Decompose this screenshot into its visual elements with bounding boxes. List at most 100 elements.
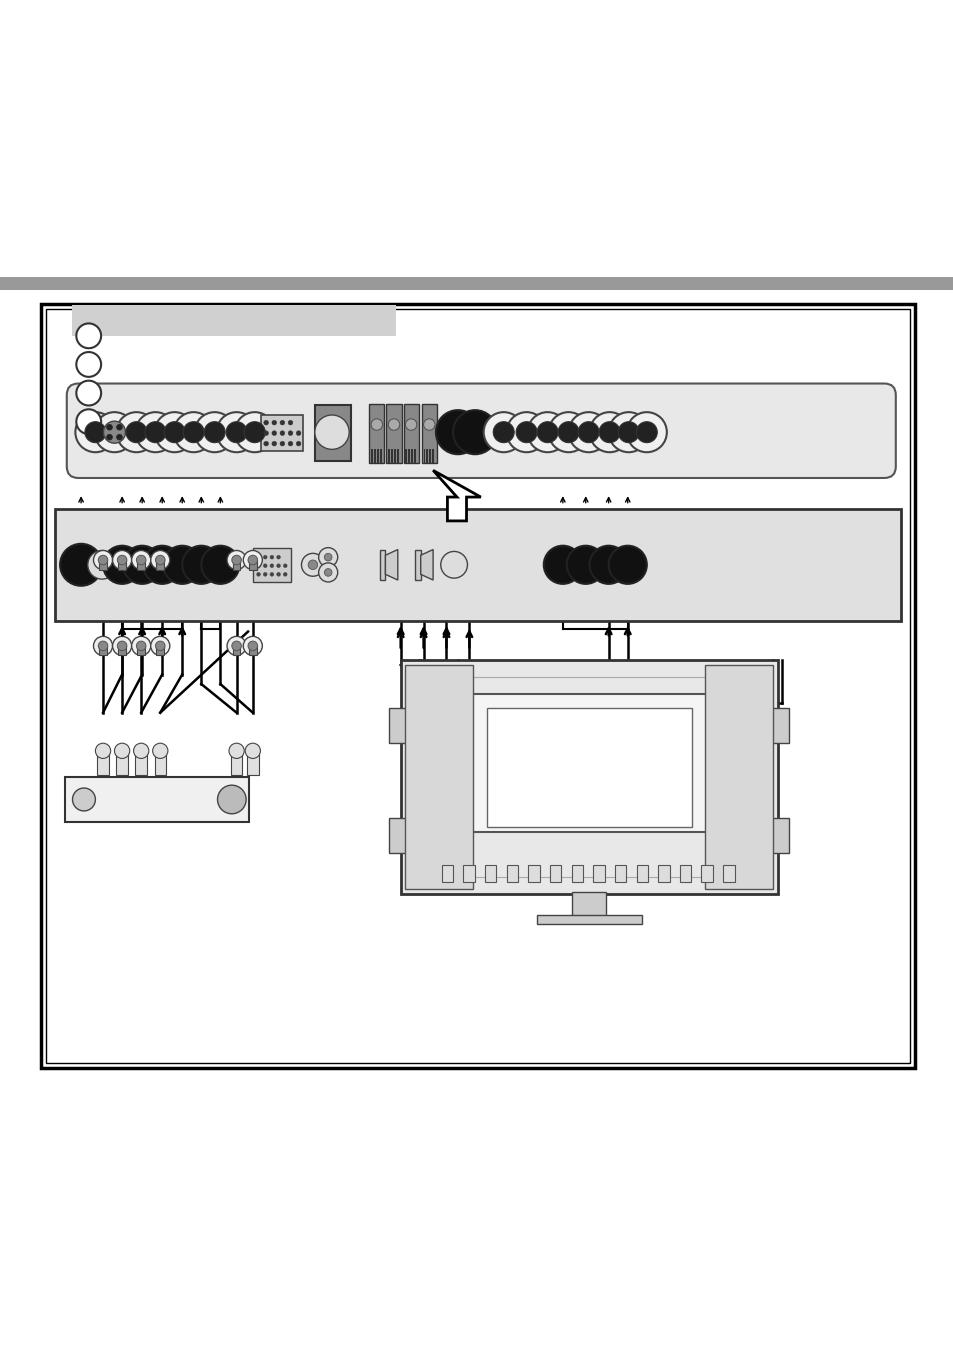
Circle shape [280, 430, 284, 436]
Bar [247, 751, 258, 774]
Circle shape [227, 637, 246, 656]
Circle shape [543, 546, 581, 584]
Circle shape [295, 430, 300, 436]
Circle shape [270, 556, 274, 558]
Circle shape [308, 560, 317, 569]
Circle shape [618, 422, 639, 442]
Circle shape [117, 556, 127, 565]
Bar [463, 865, 475, 882]
Bar [415, 549, 420, 580]
Circle shape [116, 425, 122, 430]
Circle shape [126, 422, 147, 442]
Circle shape [60, 544, 102, 585]
Bar [0, 277, 953, 290]
Bar [314, 406, 351, 461]
Bar [658, 865, 669, 882]
Circle shape [133, 743, 149, 758]
Circle shape [76, 352, 101, 376]
Bar [571, 865, 582, 882]
Circle shape [371, 418, 382, 430]
Circle shape [558, 422, 578, 442]
Bar [394, 449, 395, 463]
Bar [593, 865, 604, 882]
Circle shape [72, 788, 95, 811]
Circle shape [589, 413, 629, 452]
Circle shape [272, 441, 276, 447]
Bar [441, 865, 453, 882]
Circle shape [566, 546, 604, 584]
Bar [389, 708, 406, 743]
Bar [41, 305, 914, 1067]
Bar [99, 646, 107, 656]
Circle shape [244, 422, 265, 442]
Circle shape [256, 572, 260, 576]
Circle shape [216, 413, 256, 452]
Circle shape [155, 641, 165, 650]
Circle shape [145, 422, 166, 442]
Circle shape [263, 556, 267, 558]
Circle shape [276, 572, 280, 576]
Circle shape [276, 556, 280, 558]
Polygon shape [385, 549, 397, 580]
Circle shape [136, 556, 146, 565]
Bar [396, 449, 398, 463]
Circle shape [436, 410, 479, 455]
Circle shape [314, 415, 349, 449]
Circle shape [182, 546, 220, 584]
Circle shape [263, 430, 268, 436]
Circle shape [256, 556, 260, 558]
Circle shape [527, 413, 567, 452]
Circle shape [256, 564, 260, 568]
Bar [379, 449, 381, 463]
Bar [386, 403, 401, 463]
Bar [408, 449, 410, 463]
Bar [233, 646, 240, 656]
Bar [46, 309, 909, 1063]
Bar [135, 751, 147, 774]
Circle shape [123, 546, 161, 584]
Circle shape [598, 422, 619, 442]
Bar [414, 449, 416, 463]
Bar [679, 865, 691, 882]
Bar [118, 646, 126, 656]
Bar [156, 646, 164, 656]
Circle shape [132, 550, 151, 569]
Circle shape [98, 556, 108, 565]
Bar [506, 865, 517, 882]
Bar [484, 865, 496, 882]
Bar [374, 449, 375, 463]
Bar [571, 892, 606, 920]
Bar [369, 403, 384, 463]
Circle shape [88, 550, 116, 579]
Circle shape [95, 743, 111, 758]
Circle shape [116, 434, 122, 440]
Circle shape [280, 441, 284, 447]
Bar [417, 677, 760, 877]
Circle shape [288, 430, 293, 436]
Circle shape [107, 434, 112, 440]
Circle shape [272, 430, 276, 436]
Bar [528, 865, 539, 882]
Bar [137, 560, 145, 569]
Circle shape [98, 641, 108, 650]
Circle shape [288, 421, 293, 425]
Circle shape [229, 743, 244, 758]
Circle shape [248, 556, 257, 565]
Circle shape [276, 564, 280, 568]
Bar [249, 560, 256, 569]
Circle shape [163, 546, 201, 584]
Circle shape [245, 743, 260, 758]
Bar [154, 751, 166, 774]
Circle shape [103, 546, 141, 584]
Circle shape [263, 441, 268, 447]
Circle shape [227, 550, 246, 569]
Bar [233, 560, 240, 569]
Circle shape [548, 413, 588, 452]
Circle shape [388, 418, 399, 430]
Circle shape [76, 324, 101, 348]
Bar [423, 449, 425, 463]
Circle shape [132, 637, 151, 656]
Circle shape [151, 637, 170, 656]
Circle shape [608, 546, 646, 584]
Circle shape [301, 553, 324, 576]
